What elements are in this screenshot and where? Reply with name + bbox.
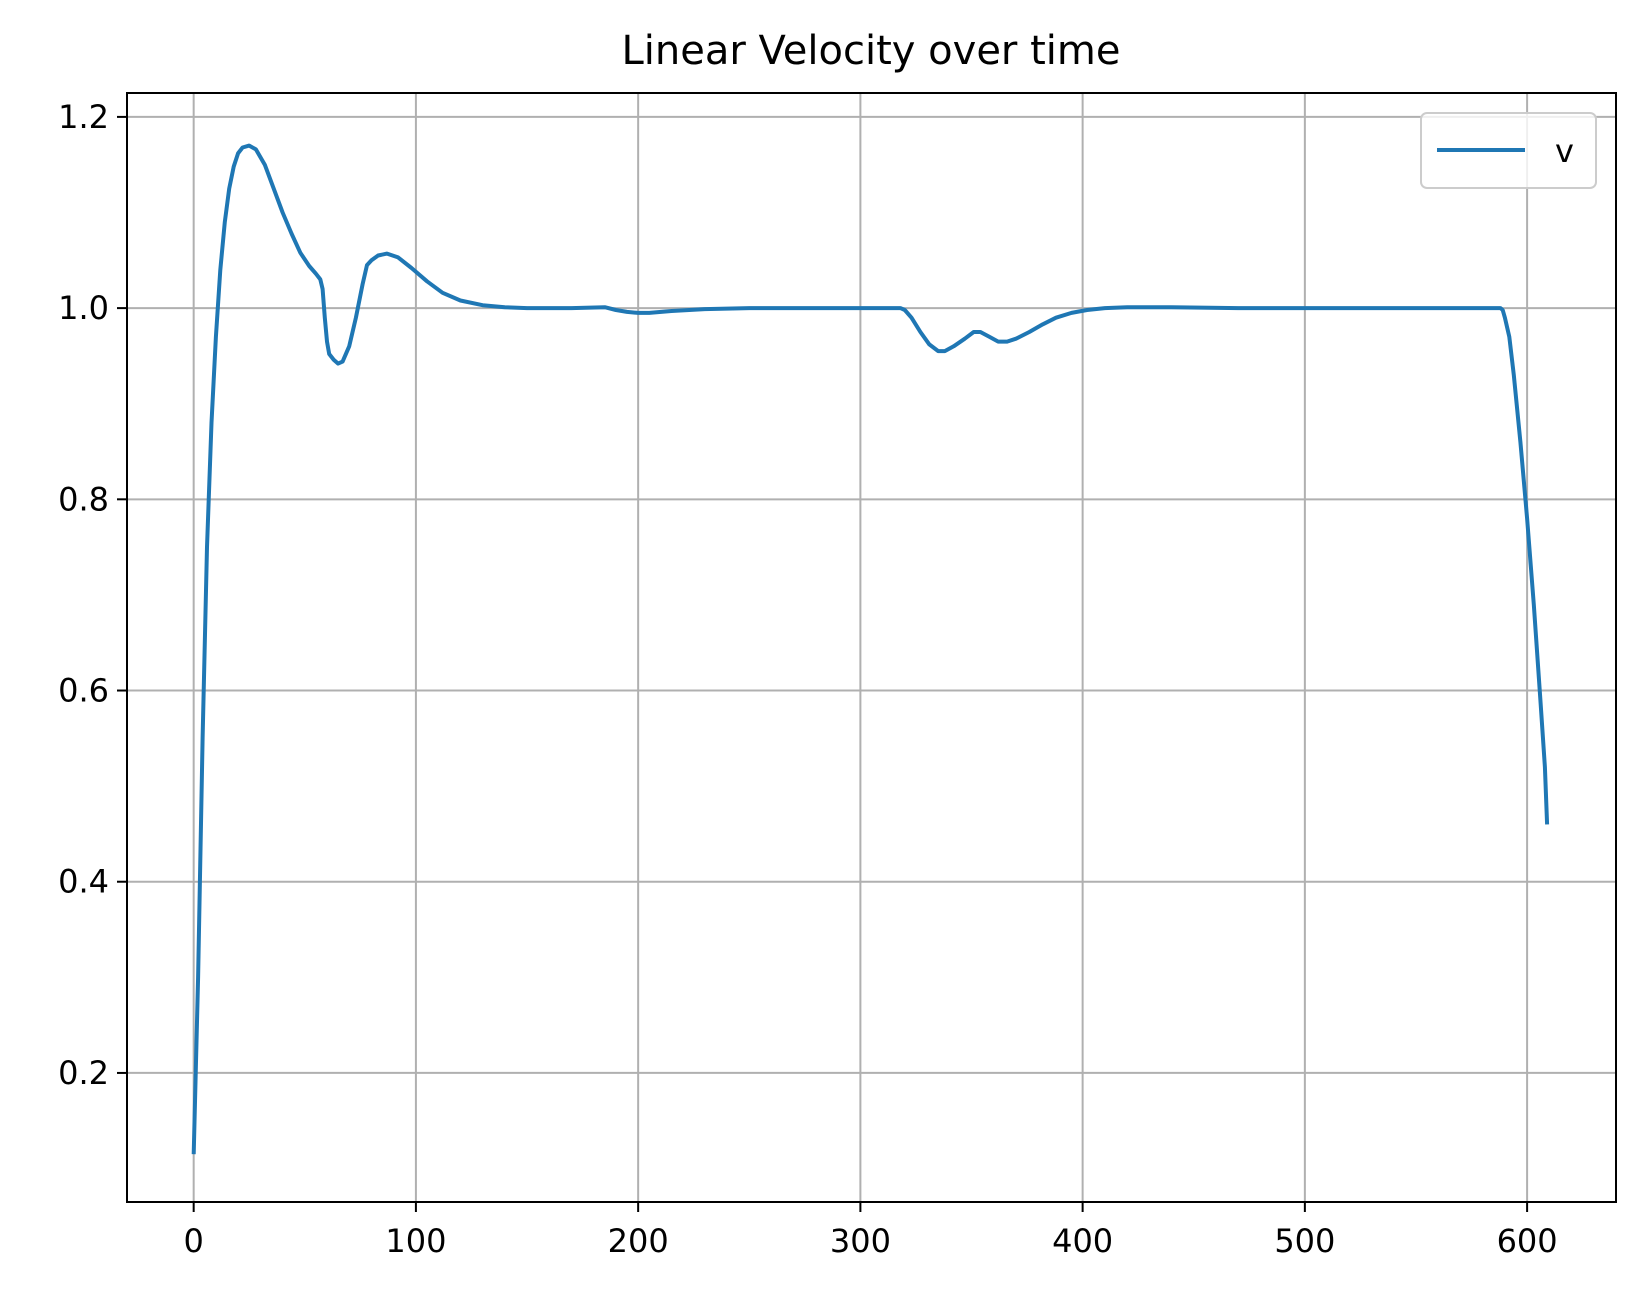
y-tick-label: 0.8 [58, 480, 109, 518]
x-tick-label: 500 [1274, 1222, 1335, 1260]
x-tick-label: 0 [183, 1222, 203, 1260]
series-line-v [191, 143, 1550, 1155]
series-layer [191, 143, 1550, 1155]
x-tick-label: 200 [608, 1222, 669, 1260]
legend-label-v: v [1555, 132, 1574, 170]
grid [127, 93, 1616, 1202]
axis-ticks: 0 100 200 300 400 500 600 0.2 0.4 0.6 0.8 1.0 1.2 [58, 98, 1558, 1260]
y-tick-label: 0.2 [58, 1054, 109, 1092]
plot-frame [126, 92, 1617, 1203]
y-tick-label: 0.6 [58, 672, 109, 710]
y-tick-label: 1.2 [58, 98, 109, 136]
x-tick-label: 600 [1497, 1222, 1558, 1260]
x-tick-label: 300 [830, 1222, 891, 1260]
y-tick-label: 0.4 [58, 863, 109, 901]
chart-title: Linear Velocity over time [622, 28, 1121, 74]
y-tick-label: 1.0 [58, 289, 109, 327]
x-tick-label: 400 [1052, 1222, 1113, 1260]
x-tick-label: 100 [385, 1222, 446, 1260]
legend: v [1420, 112, 1597, 189]
